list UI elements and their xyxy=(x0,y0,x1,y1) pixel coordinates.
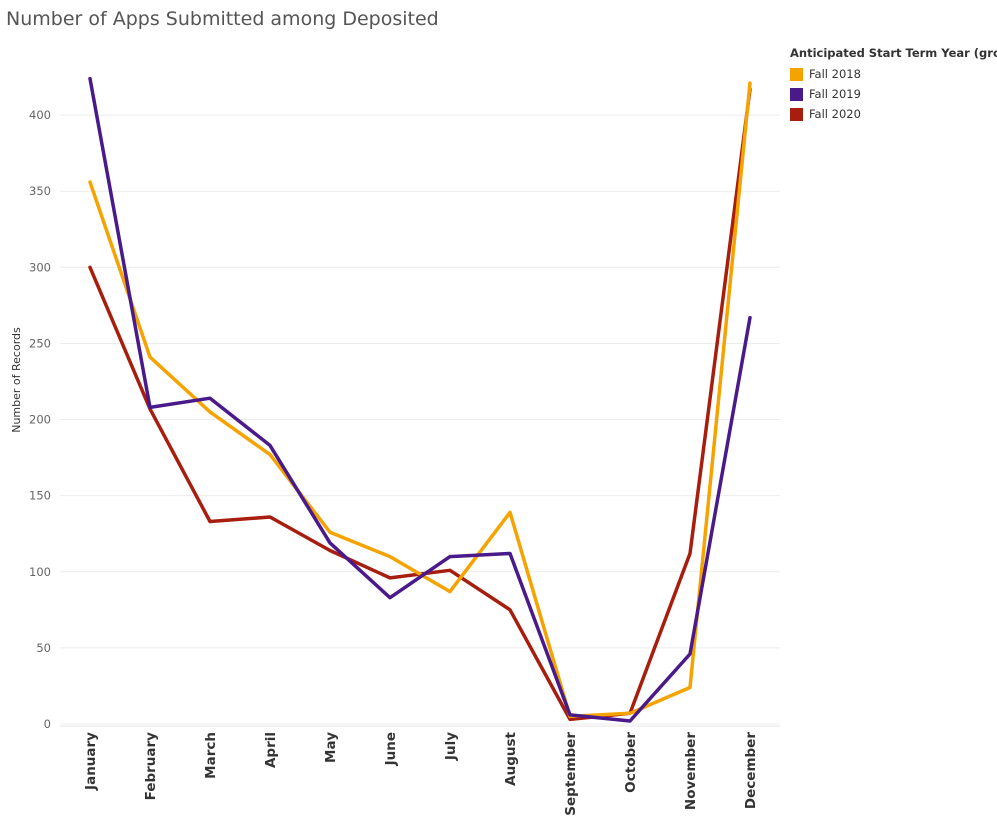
legend-label: Fall 2020 xyxy=(809,107,861,121)
x-tick-label: December xyxy=(743,732,759,809)
legend-item[interactable]: Fall 2019 xyxy=(790,84,995,104)
series-line-fall-2019[interactable] xyxy=(88,76,752,723)
y-tick-label: 100 xyxy=(29,565,51,579)
y-tick-label: 50 xyxy=(36,641,51,655)
x-tick-label: January xyxy=(83,732,99,791)
legend-items: Fall 2018 Fall 2019 Fall 2020 xyxy=(790,64,995,124)
y-tick-label: 150 xyxy=(29,489,51,503)
x-tick-label: May xyxy=(323,732,339,763)
gridlines xyxy=(60,114,780,727)
y-tick-label: 350 xyxy=(29,184,51,198)
x-tick-label: February xyxy=(143,732,159,801)
y-tick-label: 400 xyxy=(29,108,51,122)
y-tick-label: 250 xyxy=(29,336,51,350)
legend-swatch xyxy=(790,67,803,81)
x-tick-label: April xyxy=(263,732,279,768)
series-line-fall-2020[interactable] xyxy=(88,87,752,722)
y-tick-label: 300 xyxy=(29,260,51,274)
legend-swatch xyxy=(790,87,803,101)
legend-item[interactable]: Fall 2018 xyxy=(790,64,995,84)
y-tick-label: 0 xyxy=(44,717,51,731)
x-tick-label: October xyxy=(623,732,639,793)
x-tick-label: June xyxy=(383,732,399,766)
chart-title: Number of Apps Submitted among Deposited xyxy=(6,8,439,30)
x-tick-label: March xyxy=(203,732,219,779)
legend: Anticipated Start Term Year (group) Fall… xyxy=(790,46,997,124)
x-tick-label: August xyxy=(503,731,519,785)
x-tick-label: September xyxy=(563,732,579,816)
legend-label: Fall 2018 xyxy=(809,67,861,81)
x-tick-label: November xyxy=(683,732,699,810)
legend-label: Fall 2019 xyxy=(809,87,861,101)
y-tick-label: 200 xyxy=(29,413,51,427)
series-lines xyxy=(88,76,752,723)
y-axis: 0 50 100 150 200 250 300 350 400 xyxy=(29,108,51,731)
legend-item[interactable]: Fall 2020 xyxy=(790,104,995,124)
y-axis-label: Number of Records xyxy=(10,327,23,433)
legend-swatch xyxy=(790,107,803,121)
x-axis: January February March April May June July Augu… xyxy=(83,731,759,815)
x-tick-label: July xyxy=(443,732,459,761)
legend-title: Anticipated Start Term Year (group) xyxy=(790,46,997,60)
